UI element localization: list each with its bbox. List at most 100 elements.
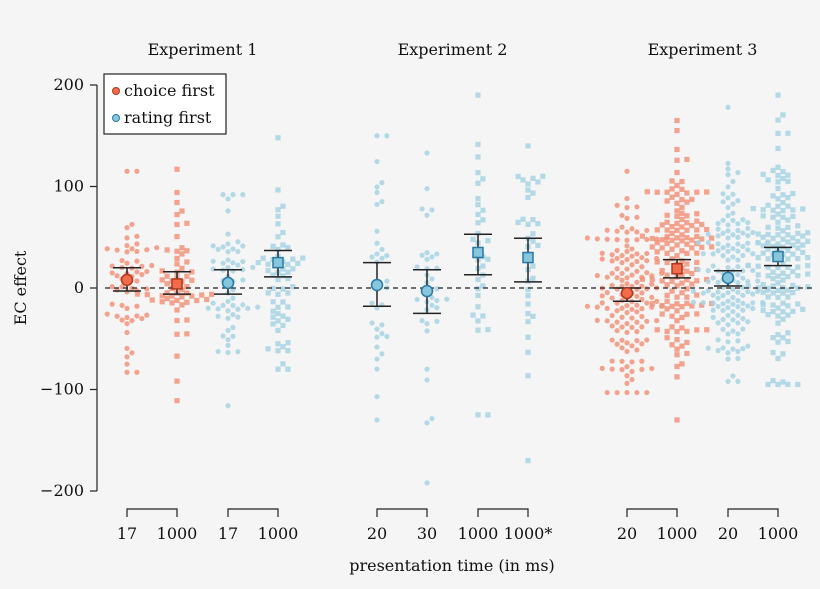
data-point (245, 305, 251, 312)
data-point (785, 273, 791, 280)
data-point (419, 206, 425, 212)
data-point (694, 250, 700, 256)
data-point (629, 253, 635, 259)
data-point (730, 317, 736, 323)
data-point (669, 246, 675, 252)
data-point (780, 270, 786, 276)
data-point (790, 289, 796, 296)
data-point (374, 189, 380, 196)
data-point (124, 321, 130, 327)
data-point (434, 286, 440, 292)
data-point (725, 290, 731, 296)
data-point (280, 229, 286, 236)
data-point (424, 150, 430, 156)
data-point (434, 251, 440, 257)
y-axis: 200 100 0 −100 −200 (40, 75, 98, 500)
data-point (124, 361, 130, 367)
data-point (639, 254, 645, 261)
data-point (679, 204, 685, 210)
data-point (800, 233, 806, 239)
data-point (780, 335, 786, 341)
data-point (664, 292, 670, 298)
data-point (735, 355, 741, 362)
data-point (179, 245, 185, 251)
data-point (629, 315, 635, 321)
data-point (164, 290, 170, 296)
data-point (124, 225, 130, 231)
data-point (159, 299, 165, 305)
data-point (174, 331, 180, 337)
data-point (639, 341, 645, 347)
data-point (114, 313, 120, 319)
data-point (780, 300, 786, 306)
legend-marker-choice-first (112, 87, 120, 95)
data-point (134, 269, 140, 275)
data-point (124, 235, 130, 241)
data-point (174, 378, 180, 384)
data-point (384, 253, 390, 259)
data-point (790, 207, 796, 213)
data-point (775, 294, 781, 300)
data-point (644, 189, 650, 195)
data-point (775, 164, 781, 170)
data-point (134, 278, 140, 284)
data-point (619, 270, 625, 277)
data-point (780, 236, 786, 242)
data-point (750, 305, 756, 312)
data-point (374, 334, 380, 340)
data-point (624, 340, 630, 346)
data-point (745, 343, 751, 349)
data-point (790, 282, 796, 288)
data-point (770, 302, 776, 308)
data-point (230, 192, 236, 198)
data-point (629, 246, 635, 252)
data-point (674, 318, 680, 324)
data-point (475, 154, 481, 160)
data-point (629, 343, 635, 349)
data-point (210, 266, 216, 272)
data-point (220, 333, 226, 339)
data-point (485, 412, 491, 418)
data-point (735, 331, 741, 337)
data-point (220, 260, 226, 266)
data-point (785, 330, 791, 336)
data-point (609, 270, 615, 276)
data-point (220, 302, 226, 308)
data-point (705, 288, 711, 294)
data-point (634, 268, 640, 274)
data-point (725, 304, 731, 311)
data-point (715, 337, 721, 343)
data-point (225, 308, 231, 314)
data-point (230, 311, 236, 318)
data-point (684, 220, 690, 226)
data-point (619, 337, 625, 343)
data-point (715, 289, 721, 295)
data-point (614, 274, 620, 281)
legend: choice first rating first (103, 73, 227, 135)
data-point (790, 235, 796, 241)
data-point (179, 294, 185, 300)
data-point (210, 243, 216, 249)
data-point (230, 260, 236, 266)
data-point (515, 173, 521, 180)
data-point (189, 277, 195, 283)
data-point (765, 246, 771, 252)
data-point (530, 275, 536, 281)
data-point (285, 366, 291, 372)
data-point (669, 303, 675, 309)
data-point (144, 312, 150, 318)
data-point (525, 319, 531, 325)
data-point (225, 298, 231, 305)
data-point (174, 189, 180, 196)
mean-marker (370, 278, 384, 292)
data-point (725, 235, 731, 241)
data-point (745, 303, 751, 309)
data-point (199, 292, 205, 298)
data-point (379, 255, 385, 261)
data-point (785, 287, 791, 293)
data-point (704, 189, 710, 195)
data-point (780, 175, 786, 182)
mean-marker (620, 286, 634, 300)
data-point (525, 293, 531, 299)
data-point (710, 263, 716, 269)
